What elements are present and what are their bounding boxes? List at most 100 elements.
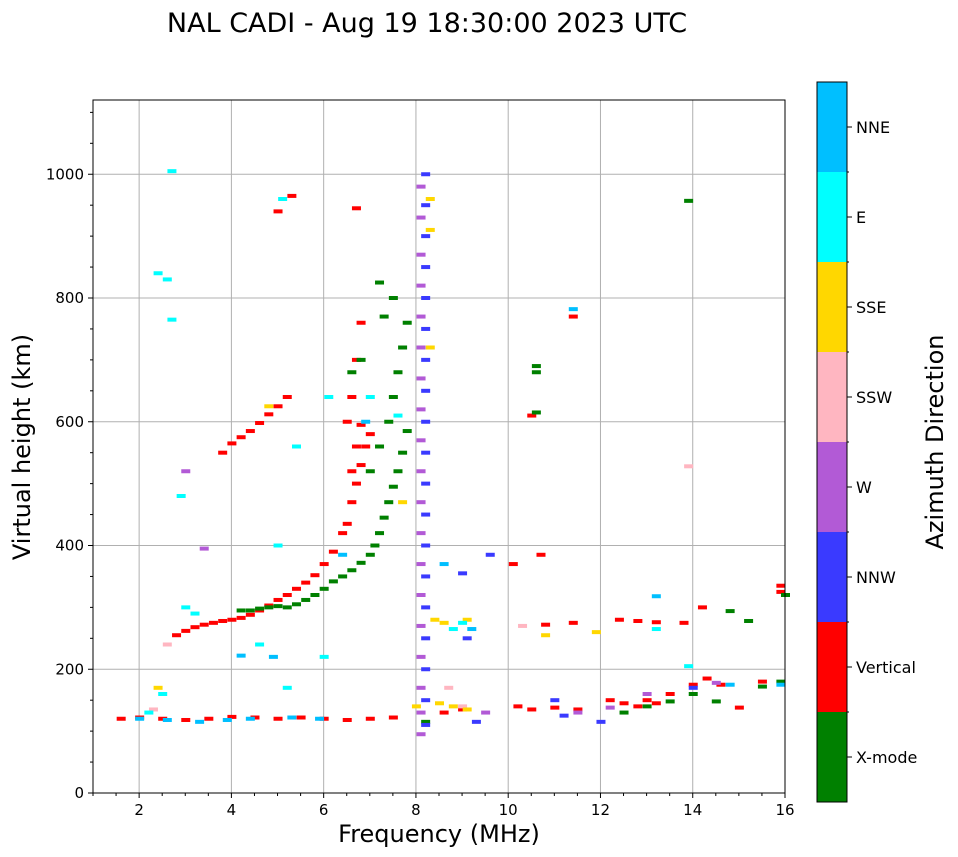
echo-point-vertical <box>291 586 301 591</box>
echo-point-vertical <box>273 597 283 602</box>
echo-point-sse <box>398 500 408 505</box>
echo-point-vertical <box>697 605 707 610</box>
echo-point-x-mode <box>384 419 394 424</box>
echo-point-x-mode <box>273 604 283 609</box>
x-axis-label: Frequency (MHz) <box>338 820 540 848</box>
colorbar-swatch <box>817 712 847 802</box>
echo-point-x-mode <box>642 704 652 709</box>
echo-point-vertical <box>688 682 698 687</box>
echo-point-w <box>416 593 426 597</box>
echo-point-vertical <box>651 701 661 706</box>
data-points <box>116 169 790 737</box>
echo-point-w <box>605 705 615 710</box>
echo-point-x-mode <box>757 684 767 689</box>
echo-point-e <box>365 395 375 399</box>
echo-point-w <box>416 345 426 350</box>
echo-point-vertical <box>513 704 523 709</box>
x-tick-label: 12 <box>591 801 610 819</box>
echo-point-vertical <box>573 707 583 712</box>
echo-point-e <box>158 692 168 696</box>
echo-point-x-mode <box>531 410 541 415</box>
y-tick-label: 400 <box>55 537 84 555</box>
echo-point-nnw <box>458 571 468 576</box>
echo-point-x-mode <box>375 280 385 285</box>
echo-point-vertical <box>342 717 352 722</box>
echo-point-vertical <box>319 562 329 567</box>
echo-point-nne <box>338 552 348 557</box>
echo-point-nnw <box>421 481 431 486</box>
echo-point-e <box>162 277 172 282</box>
echo-point-e <box>684 664 694 669</box>
echo-point-e <box>324 395 334 399</box>
echo-point-ssw <box>518 623 528 628</box>
echo-point-nne <box>162 717 172 722</box>
echo-point-sse <box>411 704 421 709</box>
echo-point-x-mode <box>393 469 403 474</box>
y-tick-label: 200 <box>55 660 84 678</box>
echo-point-w <box>416 500 426 505</box>
echo-point-vertical <box>310 573 320 578</box>
echo-point-nnw <box>421 698 431 703</box>
colorbar-swatch <box>817 442 847 532</box>
echo-point-vertical <box>651 620 661 625</box>
grid-lines <box>93 100 786 794</box>
echo-point-e <box>255 642 265 647</box>
echo-point-nnw <box>421 203 431 208</box>
echo-point-sse <box>430 617 440 622</box>
echo-point-nnw <box>421 605 431 610</box>
echo-point-ssw <box>162 642 172 647</box>
colorbar-swatch <box>817 532 847 622</box>
echo-point-x-mode <box>388 296 398 300</box>
x-axis: 2 4 6 8 10 12 14 16 <box>92 793 795 819</box>
y-axis: 0 200 400 600 800 1000 <box>46 111 93 802</box>
echo-point-vertical <box>568 314 578 319</box>
echo-point-nne <box>439 562 449 567</box>
echo-point-e <box>190 611 200 616</box>
echo-point-x-mode <box>711 699 721 704</box>
echo-point-x-mode <box>531 364 541 369</box>
echo-point-sse <box>153 685 163 690</box>
echo-point-e <box>448 627 458 632</box>
echo-point-w <box>416 314 426 319</box>
y-tick-label: 600 <box>55 413 84 431</box>
colorbar-swatch <box>817 262 847 352</box>
echo-point-w <box>416 407 426 412</box>
echo-point-nnw <box>462 636 472 641</box>
echo-point-x-mode <box>398 345 408 350</box>
echo-point-vertical <box>204 716 214 721</box>
echo-point-vertical <box>619 701 629 706</box>
echo-point-vertical <box>181 628 191 633</box>
echo-point-x-mode <box>245 608 255 613</box>
echo-point-e <box>144 710 154 715</box>
echo-point-nnw <box>421 172 431 177</box>
echo-point-vertical <box>702 676 712 681</box>
echo-point-vertical <box>273 404 283 409</box>
plot-frame <box>92 99 786 794</box>
echo-point-vertical <box>342 419 352 424</box>
echo-point-nne <box>135 716 145 721</box>
echo-point-vertical <box>361 444 371 449</box>
echo-point-nne <box>245 716 255 721</box>
echo-point-sse <box>541 633 551 638</box>
echo-point-vertical <box>757 679 767 684</box>
echo-point-x-mode <box>255 606 265 611</box>
echo-point-vertical <box>181 717 191 722</box>
echo-point-vertical <box>541 622 551 627</box>
echo-point-sse <box>462 617 472 622</box>
echo-point-vertical <box>388 715 398 720</box>
echo-point-nnw <box>471 719 481 724</box>
echo-point-ssw <box>458 704 468 709</box>
y-tick-label: 1000 <box>46 165 84 183</box>
echo-point-nnw <box>421 512 431 517</box>
echo-point-vertical <box>338 531 348 536</box>
echo-point-nnw <box>421 543 431 548</box>
echo-point-sse <box>264 404 274 409</box>
echo-point-x-mode <box>531 370 541 375</box>
colorbar-tick-label: SSW <box>856 388 892 407</box>
echo-point-vertical <box>550 705 560 710</box>
echo-point-vertical <box>568 620 578 625</box>
echo-point-vertical <box>642 698 652 703</box>
echo-point-w <box>416 623 426 628</box>
echo-point-w <box>416 531 426 536</box>
